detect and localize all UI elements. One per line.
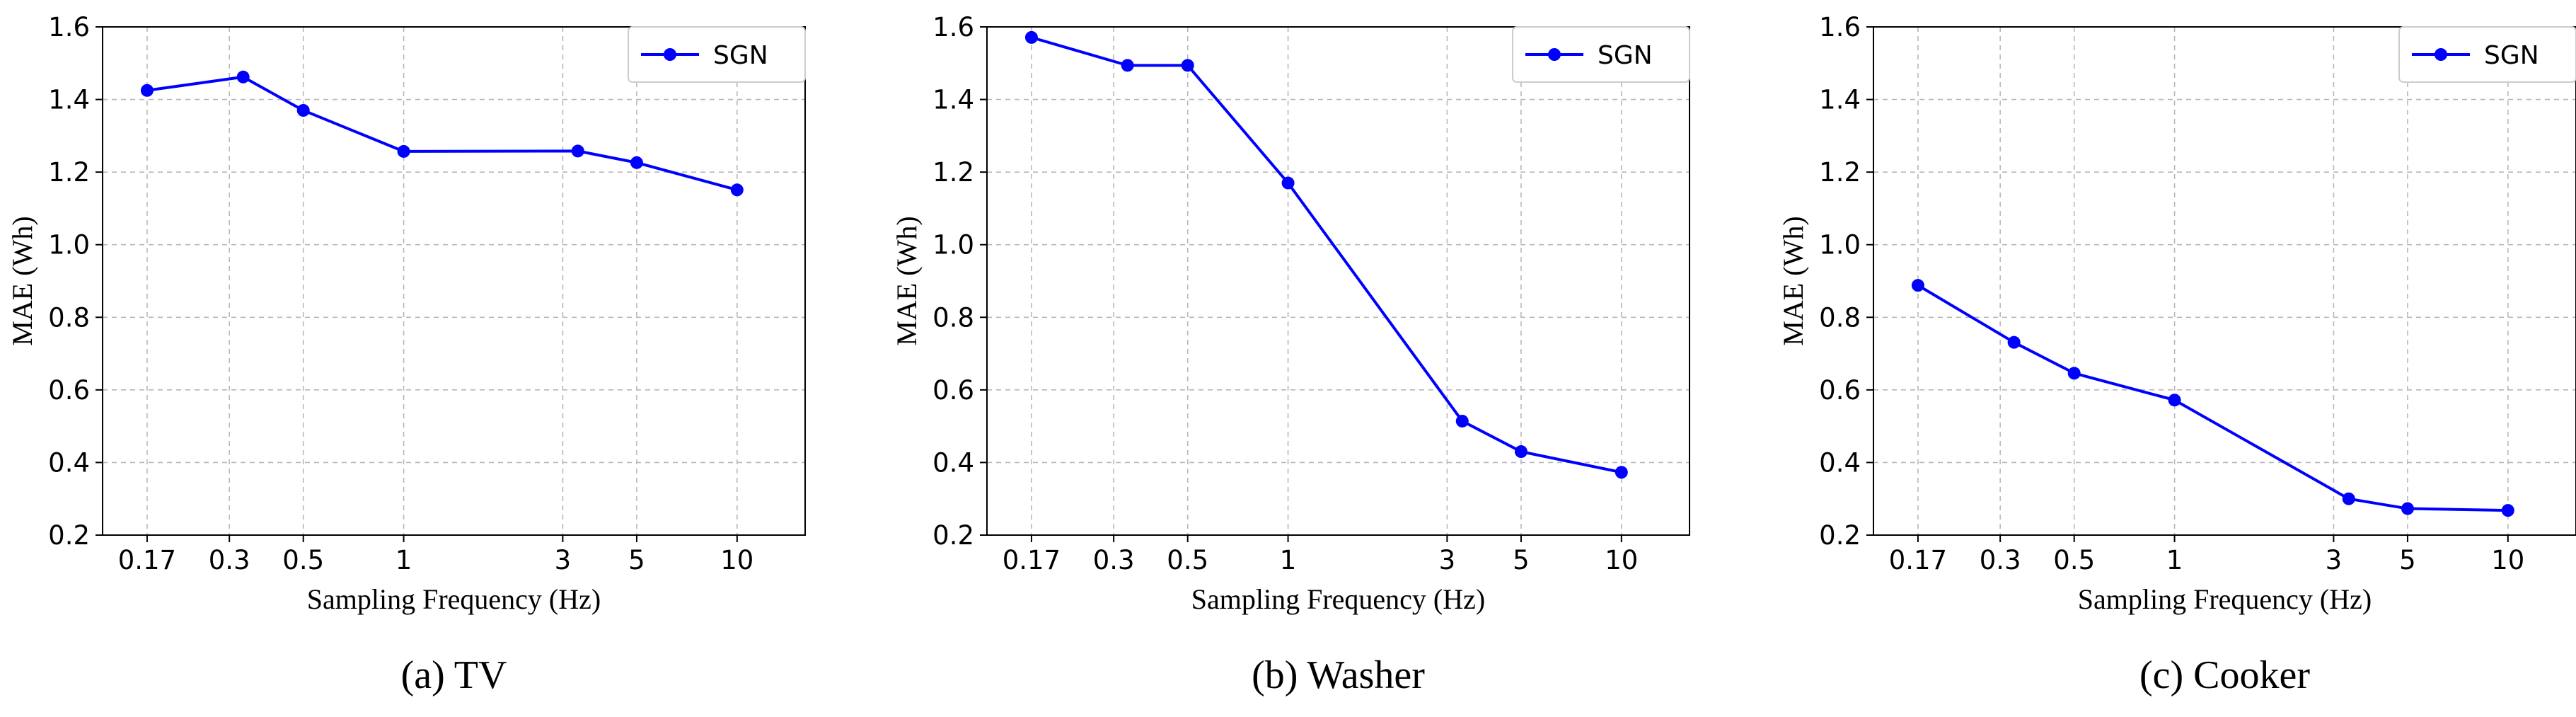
x-tick-label: 5	[1513, 545, 1530, 575]
legend-label: SGN	[2484, 41, 2539, 70]
chart-panel-3: 0.17 0.3 0.5 1 3 5 10 0.2 0.4 0.6 0.8 1.0 1.2 1.4 1.6 S…	[1777, 12, 2576, 697]
y-tick-label: 0.2	[1819, 520, 1861, 551]
y-tick-label: 1.0	[1819, 230, 1861, 260]
y-axis-label: MAE (Wh)	[891, 216, 923, 345]
legend-label: SGN	[1598, 41, 1653, 70]
x-tick-label: 3	[1439, 545, 1456, 575]
x-tick-label: 5	[628, 545, 645, 575]
chart-panel-2: 0.17 0.3 0.5 1 3 5 10 0.2 0.4 0.6 0.8 1.0 1.2 1.4 1.6 S…	[891, 12, 1690, 697]
y-axis-label: MAE (Wh)	[1777, 216, 1809, 345]
x-tick-label: 0.17	[118, 545, 176, 575]
legend: SGN	[628, 26, 806, 83]
x-tick-label: 5	[2399, 545, 2416, 575]
legend-box	[2398, 26, 2576, 83]
data-point	[630, 156, 643, 169]
y-tick-label: 1.6	[48, 12, 90, 42]
y-tick-label: 0.6	[48, 375, 90, 406]
x-tick-label: 0.17	[1003, 545, 1061, 575]
legend-box	[1512, 26, 1690, 83]
x-tick-label: 0.3	[1093, 545, 1135, 575]
y-tick-label: 0.8	[1819, 302, 1861, 333]
data-point	[2501, 504, 2514, 517]
y-tick-label: 0.2	[932, 520, 974, 551]
data-point	[296, 103, 310, 117]
series-line-sgn	[1917, 284, 2508, 512]
y-tick-label: 0.8	[932, 302, 974, 333]
y-tick-label: 0.4	[932, 447, 974, 478]
data-point	[1024, 30, 1038, 44]
chart-caption: (c) Cooker	[2139, 653, 2310, 697]
legend: SGN	[1512, 26, 1690, 83]
x-axis-label: Sampling Frequency (Hz)	[2078, 583, 2372, 615]
data-point	[571, 144, 584, 158]
axes-frame	[102, 26, 806, 536]
x-tick-label: 1	[395, 545, 412, 575]
y-tick-label: 0.6	[1819, 375, 1861, 406]
legend-marker-swatch	[664, 48, 676, 61]
data-point	[397, 144, 410, 158]
y-tick-label: 1.4	[1819, 85, 1861, 115]
y-tick-label: 1.0	[48, 230, 90, 260]
x-axis-label: Sampling Frequency (Hz)	[307, 583, 601, 615]
data-point	[730, 183, 744, 197]
chart-caption: (b) Washer	[1252, 653, 1425, 697]
data-point	[1281, 176, 1295, 190]
x-tick-label: 3	[555, 545, 572, 575]
data-point	[2342, 492, 2355, 505]
data-point	[2168, 394, 2181, 407]
x-tick-label: 0.3	[1980, 545, 2021, 575]
x-tick-label: 0.3	[209, 545, 250, 575]
data-point	[1121, 59, 1134, 72]
y-tick-label: 0.6	[932, 375, 974, 406]
x-tick-label: 0.5	[1167, 545, 1208, 575]
data-point	[2401, 502, 2414, 515]
x-axis-label: Sampling Frequency (Hz)	[1191, 583, 1485, 615]
legend: SGN	[2398, 26, 2576, 83]
x-tick-label: 10	[1605, 545, 1638, 575]
data-point	[1615, 466, 1628, 479]
y-tick-label: 1.6	[1819, 12, 1861, 42]
x-tick-label: 3	[2326, 545, 2343, 575]
y-tick-label: 1.0	[932, 230, 974, 260]
x-tick-label: 0.5	[2053, 545, 2095, 575]
y-tick-label: 1.2	[48, 157, 90, 188]
chart-panel-1: 0.17 0.3 0.5 1 3 5 10 0.2 0.4 0.6 0.8 1.0 1.2 1.4 1.6 S…	[6, 12, 806, 697]
axes-frame	[986, 26, 1690, 536]
y-tick-label: 1.2	[1819, 157, 1861, 188]
legend-box	[628, 26, 806, 83]
x-tick-label: 1	[2166, 545, 2183, 575]
chart-caption: (a) TV	[401, 653, 507, 697]
y-tick-label: 1.4	[48, 85, 90, 115]
axes-frame	[1873, 26, 2576, 536]
data-point	[2007, 335, 2021, 349]
series-line-sgn	[1031, 35, 1622, 474]
legend-marker-swatch	[2435, 48, 2447, 61]
legend-marker-swatch	[1548, 48, 1561, 61]
data-point	[1514, 445, 1527, 459]
y-tick-label: 1.6	[932, 12, 974, 42]
x-tick-label: 0.17	[1889, 545, 1947, 575]
y-axis-label: MAE (Wh)	[6, 216, 38, 345]
y-tick-label: 1.2	[932, 157, 974, 188]
x-tick-label: 10	[720, 545, 753, 575]
y-tick-label: 1.4	[932, 85, 974, 115]
x-tick-label: 1	[1280, 545, 1297, 575]
y-tick-label: 0.4	[48, 447, 90, 478]
data-point	[1181, 59, 1194, 72]
data-point	[140, 84, 154, 97]
x-tick-label: 10	[2491, 545, 2524, 575]
y-tick-label: 0.8	[48, 302, 90, 333]
legend-label: SGN	[713, 41, 768, 70]
y-tick-label: 0.4	[1819, 447, 1861, 478]
data-point	[236, 70, 250, 84]
series-line-sgn	[146, 75, 738, 192]
data-point	[1911, 279, 1924, 292]
data-point	[1455, 414, 1469, 428]
y-tick-label: 0.2	[48, 520, 90, 551]
data-point	[2067, 367, 2081, 380]
x-tick-label: 0.5	[282, 545, 324, 575]
